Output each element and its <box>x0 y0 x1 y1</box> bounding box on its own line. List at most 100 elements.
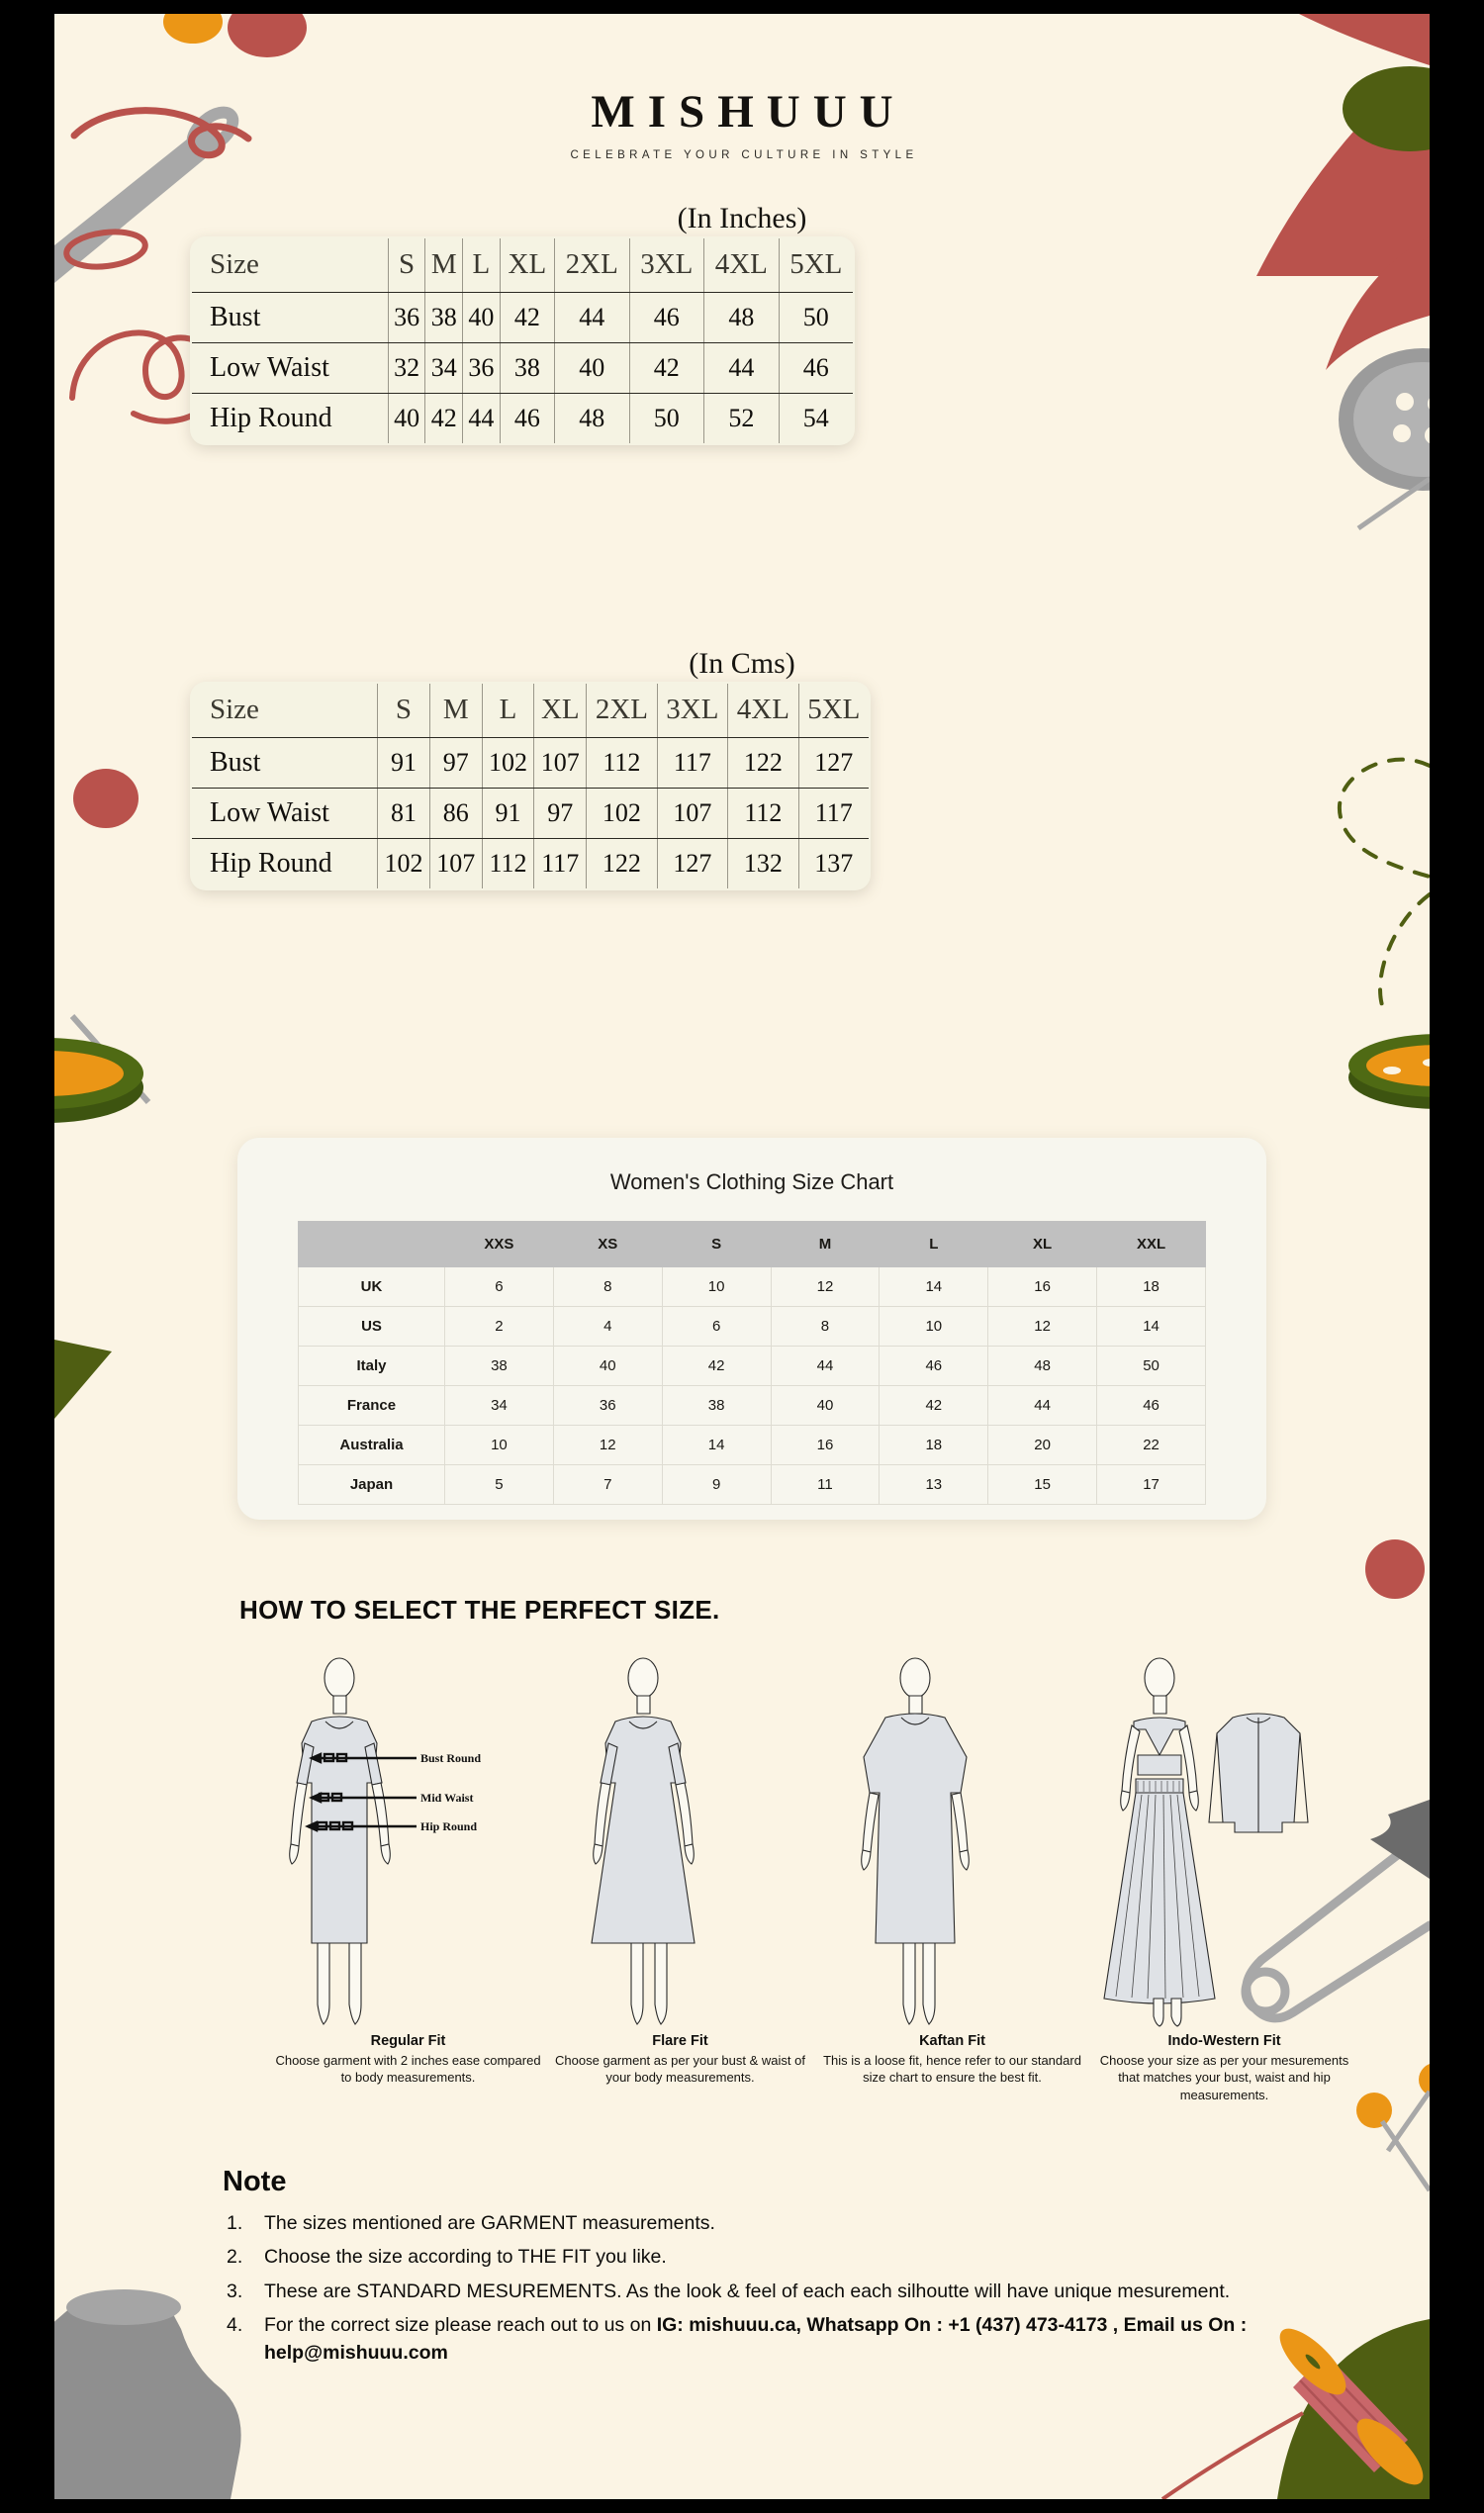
table-row: Bust 91 97 102 107 112 117 122 127 <box>192 737 869 789</box>
data-cell: 42 <box>424 393 464 443</box>
header-cell-XL: XL <box>533 684 588 738</box>
table-header-row: Size S M L XL 2XL 3XL 4XL 5XL <box>192 684 869 738</box>
header-cell-5XL: 5XL <box>779 238 853 293</box>
row-label: Low Waist <box>192 342 389 394</box>
conversion-chart-title: Women's Clothing Size Chart <box>609 1169 894 1194</box>
fit-name-flare: Flare Fit <box>652 2033 708 2049</box>
conversion-cell: 6 <box>444 1266 554 1307</box>
brand-name: MISHUUU <box>591 86 906 138</box>
data-cell: 50 <box>629 393 705 443</box>
data-cell: 132 <box>727 838 799 888</box>
conversion-cell: 18 <box>1096 1266 1206 1307</box>
inches-table: Size S M L XL 2XL 3XL 4XL 5XL Bust 36 38 40 42 44 46 48 5… <box>192 238 853 443</box>
kaftan-fit-figure <box>816 1656 1088 2027</box>
fit-card-regular: Bust Round Mid Waist Hip Round Regular F… <box>272 1656 544 2103</box>
data-cell: 86 <box>429 788 483 839</box>
data-cell: 46 <box>629 292 705 343</box>
fit-desc-flare: Choose garment as per your bust & waist … <box>555 2053 805 2086</box>
data-cell: 91 <box>377 737 430 789</box>
inches-table-title: (In Inches) <box>677 202 807 234</box>
conversion-cell: 16 <box>987 1266 1098 1307</box>
orange-pins-bottom-right <box>1356 2064 1430 2192</box>
conversion-cell: 14 <box>879 1266 989 1307</box>
conversion-row: Australia 10 12 14 16 18 20 22 <box>298 1425 1206 1465</box>
conversion-header-XL: XL <box>987 1221 1098 1267</box>
conversion-cell: 17 <box>1096 1464 1206 1505</box>
data-cell: 50 <box>779 292 853 343</box>
conversion-cell: 38 <box>661 1385 772 1426</box>
red-dot-right <box>1365 1539 1425 1599</box>
brand-header: MISHUUU CELEBRATE YOUR CULTURE IN STYLE <box>54 85 1430 161</box>
conversion-cell: 46 <box>1096 1385 1206 1426</box>
data-cell: 38 <box>424 292 464 343</box>
label-hip-round: Hip Round <box>420 1819 477 1833</box>
conversion-row: UK 6 8 10 12 14 16 18 <box>298 1266 1206 1307</box>
jacket-illustration <box>1208 1713 1309 1833</box>
red-swoosh-topright <box>1299 14 1430 65</box>
conversion-header-L: L <box>879 1221 989 1267</box>
conversion-row: France 34 36 38 40 42 44 46 <box>298 1385 1206 1426</box>
table-row: Hip Round 40 42 44 46 48 50 52 54 <box>192 393 853 443</box>
data-cell: 97 <box>429 737 483 789</box>
data-cell: 137 <box>814 848 854 878</box>
conversion-row-label: France <box>298 1385 445 1426</box>
conversion-cell: 9 <box>661 1464 772 1505</box>
header-cell-size: Size <box>192 238 389 293</box>
flare-fit-figure <box>544 1656 816 2027</box>
header-cell-2XL: 2XL <box>586 684 658 738</box>
conversion-header-M: M <box>770 1221 881 1267</box>
data-cell: 117 <box>798 788 869 839</box>
table-header-row: Size S M L XL 2XL 3XL 4XL 5XL <box>192 238 853 293</box>
conversion-row-label: Australia <box>298 1425 445 1465</box>
conversion-cell: 48 <box>987 1346 1098 1386</box>
data-cell: 44 <box>703 342 780 394</box>
note-title: Note <box>223 2166 287 2197</box>
conversion-cell: 20 <box>987 1425 1098 1465</box>
fit-card-indowestern: Indo-Western Fit Choose your size as per… <box>1088 1656 1360 2103</box>
dress-form-bottomleft <box>54 2289 241 2499</box>
header-cell-5XL: 5XL <box>798 684 869 738</box>
conversion-row-label: Japan <box>298 1464 445 1505</box>
conversion-cell: 15 <box>987 1464 1098 1505</box>
conversion-cell: 7 <box>552 1464 663 1505</box>
decorative-background <box>54 14 1430 2499</box>
fit-name-regular: Regular Fit <box>370 2033 446 2049</box>
note-item: The sizes mentioned are GARMENT measurem… <box>227 2209 715 2238</box>
conversion-cell: 44 <box>770 1346 881 1386</box>
conversion-cell: 18 <box>879 1425 989 1465</box>
note-section: Note The sizes mentioned are GARMENT mea… <box>223 2166 1321 2373</box>
data-cell: 102 <box>482 737 535 789</box>
conversion-cell: 13 <box>879 1464 989 1505</box>
data-cell: 117 <box>657 737 729 789</box>
data-cell: 112 <box>482 838 535 888</box>
header-cell-L: L <box>482 684 535 738</box>
conversion-cell: 40 <box>552 1346 663 1386</box>
data-cell: 46 <box>500 393 556 443</box>
data-cell: 127 <box>798 737 869 789</box>
green-orange-button-left <box>54 1038 143 1123</box>
conversion-cell: 42 <box>661 1346 772 1386</box>
data-cell: 42 <box>629 342 705 394</box>
header-cell-4XL: 4XL <box>703 238 780 293</box>
data-cell: 122 <box>727 737 799 789</box>
row-label: Hip Round <box>192 393 389 443</box>
data-cell: 36 <box>388 292 426 343</box>
regular-fit-illustration: Bust Round Mid Waist Hip Round <box>289 1657 481 2025</box>
conversion-header-row: XXS XS S M L XL XXL <box>298 1221 1206 1267</box>
fit-desc-regular: Choose garment with 2 inches ease compar… <box>275 2053 541 2086</box>
data-cell: 48 <box>703 292 780 343</box>
data-cell: 102 <box>586 788 658 839</box>
conversion-row-label: Italy <box>298 1346 445 1386</box>
data-cell: 107 <box>429 838 483 888</box>
note-contact-details[interactable]: IG: mishuuu.ca, Whatsapp On : +1 (437) 4… <box>264 2313 1248 2365</box>
fit-section-heading: HOW TO SELECT THE PERFECT SIZE. <box>239 1595 720 1625</box>
conversion-cell: 14 <box>661 1425 772 1465</box>
size-chart-page: MISHUUU CELEBRATE YOUR CULTURE IN STYLE … <box>54 14 1430 2499</box>
fit-name-kaftan: Kaftan Fit <box>919 2033 985 2049</box>
conversion-cell: 5 <box>444 1464 554 1505</box>
cms-table-card: Size S M L XL 2XL 3XL 4XL 5XL Bust 91 97 102 107 112 11… <box>190 682 871 890</box>
conversion-header-XXL: XXL <box>1096 1221 1206 1267</box>
inches-table-card: Size S M L XL 2XL 3XL 4XL 5XL Bust 36 38 40 42 44 46 48 5… <box>190 236 855 445</box>
fit-card-flare: Flare Fit Choose garment as per your bus… <box>544 1656 816 2103</box>
conversion-row: Japan 5 7 9 11 13 15 17 <box>298 1464 1206 1505</box>
